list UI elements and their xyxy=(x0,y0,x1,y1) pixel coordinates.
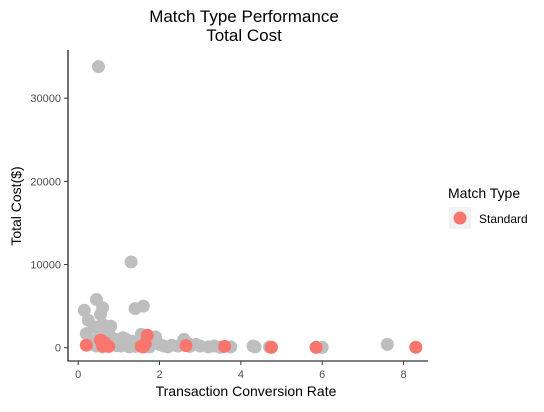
data-point-standard xyxy=(179,339,193,353)
data-point-other xyxy=(136,299,150,313)
data-point-standard xyxy=(218,339,232,353)
data-point-standard xyxy=(264,340,278,354)
x-tick-label: 8 xyxy=(401,369,407,381)
data-point-other xyxy=(104,319,118,333)
x-tick-label: 0 xyxy=(75,369,81,381)
x-tick-label: 4 xyxy=(238,369,244,381)
data-point-standard xyxy=(102,339,116,353)
data-point-standard xyxy=(309,340,323,354)
legend-entry-standard: Standard xyxy=(479,212,528,226)
data-point-other xyxy=(92,60,105,74)
y-tick-label: 30000 xyxy=(30,93,61,105)
plot-points xyxy=(77,60,423,354)
data-point-standard xyxy=(140,328,154,342)
data-point-other xyxy=(248,340,262,354)
x-tick-label: 2 xyxy=(156,369,162,381)
legend-key-standard xyxy=(453,211,467,225)
axes: 0 2 4 6 8 0 10000 20000 30000 xyxy=(30,50,428,381)
y-tick-label: 10000 xyxy=(30,260,61,272)
data-point-other xyxy=(77,303,91,317)
data-point-other xyxy=(96,301,110,315)
y-tick-label: 0 xyxy=(55,343,61,355)
x-tick-label: 6 xyxy=(319,369,325,381)
y-tick-label: 20000 xyxy=(30,176,61,188)
data-point-other xyxy=(124,255,138,269)
legend-title: Match Type xyxy=(448,185,520,201)
chart-title: Match Type Performance xyxy=(149,7,339,26)
data-point-standard xyxy=(409,340,423,354)
data-point-other xyxy=(380,337,394,351)
chart-subtitle: Total Cost xyxy=(206,26,282,45)
data-point-standard xyxy=(79,338,93,352)
y-axis-label: Total Cost($) xyxy=(8,166,24,245)
legend: Match Type Standard xyxy=(448,185,528,229)
x-axis-label: Transaction Conversion Rate xyxy=(156,383,337,399)
